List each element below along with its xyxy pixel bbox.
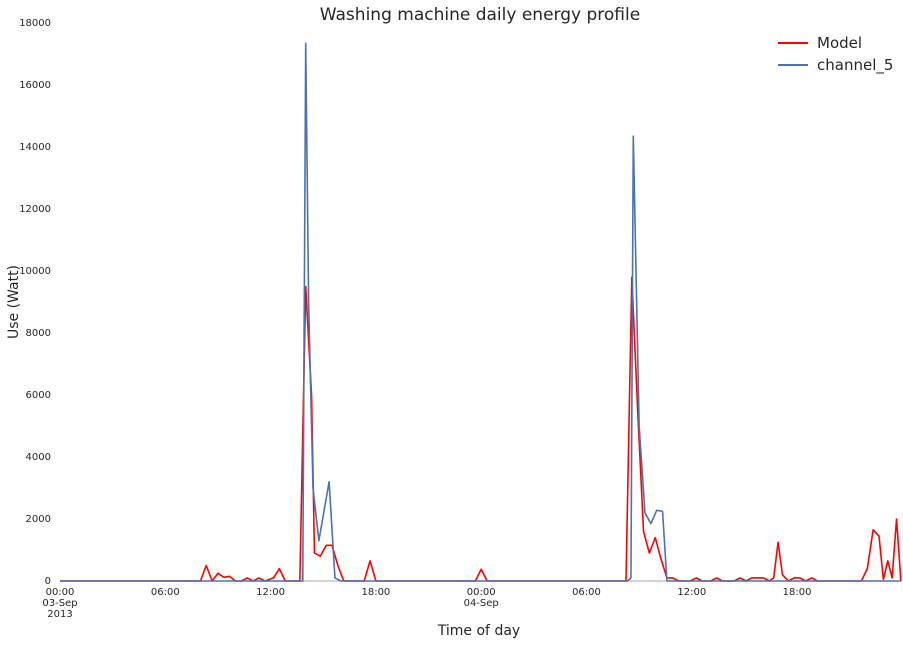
series-lines (60, 42, 902, 582)
y-axis-label: Use (Watt) (6, 265, 22, 339)
x-tick-label: 04-Sep (464, 598, 499, 609)
x-axis-label: Time of day (437, 623, 520, 639)
x-tick-label: 06:00 (572, 587, 601, 598)
legend-label-model: Model (817, 34, 862, 52)
y-tick-label: 16000 (19, 80, 51, 91)
x-tick-label: 03-Sep (42, 598, 77, 609)
x-tick-label: 2013 (47, 609, 72, 620)
x-tick-label: 12:00 (677, 587, 706, 598)
legend: Model channel_5 (778, 34, 893, 75)
series-line-channel-5 (60, 42, 901, 582)
y-tick-label: 0 (45, 576, 51, 587)
series-line-model (60, 276, 902, 582)
x-tick-label: 18:00 (783, 587, 812, 598)
x-tick-label: 06:00 (151, 587, 180, 598)
y-tick-label: 12000 (19, 204, 51, 215)
y-tick-label: 4000 (26, 452, 51, 463)
y-tick-label: 8000 (26, 328, 51, 339)
y-tick-label: 10000 (19, 266, 51, 277)
x-tick-label: 18:00 (361, 587, 390, 598)
x-tick-label: 00:00 (467, 587, 496, 598)
x-tick-label: 00:00 (46, 587, 75, 598)
y-tick-label: 14000 (19, 142, 51, 153)
y-tick-label: 18000 (19, 18, 51, 29)
y-tick-label: 6000 (26, 390, 51, 401)
x-tick-label: 12:00 (256, 587, 285, 598)
chart-title: Washing machine daily energy profile (320, 5, 640, 25)
y-axis-ticks: 0 2000 4000 6000 8000 10000 12000 14000 16000 180… (19, 18, 51, 587)
legend-label-channel-5: channel_5 (817, 56, 893, 75)
y-tick-label: 2000 (26, 514, 51, 525)
